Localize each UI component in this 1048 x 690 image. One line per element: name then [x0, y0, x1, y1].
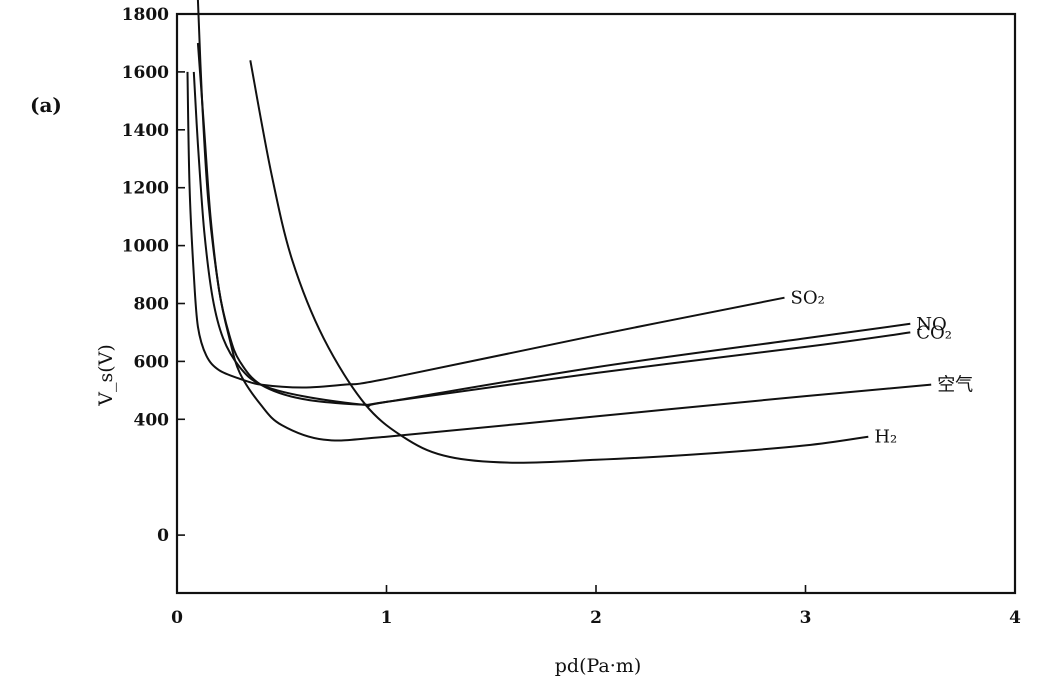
y-tick-label: 400	[134, 410, 170, 430]
series-line-h2	[249, 60, 869, 464]
x-axis-ticks: 0 1 2 3 4	[171, 585, 1021, 628]
x-tick-label: 0	[171, 608, 183, 628]
series-line-so2	[186, 71, 785, 389]
panel-label: (a)	[30, 93, 62, 117]
y-tick-label: 1000	[122, 237, 169, 257]
y-tick-label: 1600	[122, 63, 169, 83]
x-tick-label: 4	[1009, 608, 1021, 628]
curve-label-no: NO	[916, 314, 947, 335]
curve-label-h2: H₂	[874, 427, 897, 448]
y-tick-label: 1800	[122, 5, 169, 25]
plot-frame	[175, 12, 1017, 595]
y-tick-label: 1200	[122, 179, 169, 199]
x-tick-label: 3	[800, 608, 812, 628]
y-axis-label: V_s(V)	[95, 344, 117, 407]
y-tick-label: 1400	[122, 121, 169, 141]
curve-label-air: 空气	[937, 375, 973, 396]
x-tick-label: 1	[381, 608, 393, 628]
curve-labels: 空气 CO₂ H₂ NO SO₂	[791, 288, 974, 448]
series-line-no	[192, 71, 911, 408]
y-tick-label: 0	[157, 526, 169, 546]
curve-label-co2: CO₂	[916, 322, 952, 343]
y-axis-ticks: 0 400 600 800 1000 1200 1400 1600 1800	[122, 5, 185, 546]
series-line-air	[196, 0, 932, 442]
series-line-co2	[196, 42, 911, 407]
x-axis-label: pd(Pa·m)	[555, 655, 641, 677]
curve-label-so2: SO₂	[791, 288, 825, 309]
x-tick-label: 2	[590, 608, 602, 628]
y-tick-label: 800	[134, 295, 170, 315]
y-tick-label: 600	[134, 352, 170, 372]
series-group	[186, 0, 932, 464]
